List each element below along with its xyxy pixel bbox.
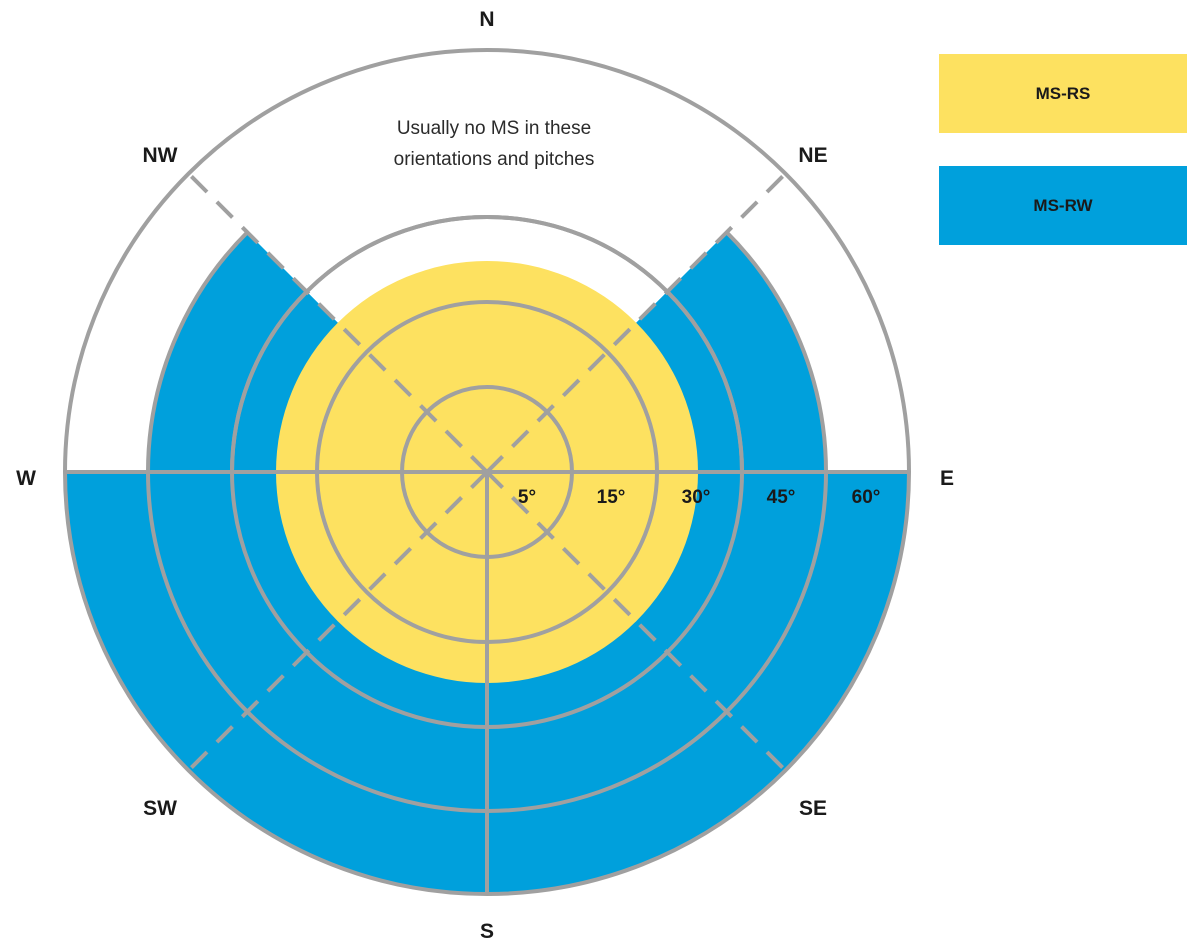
- note-line-1: Usually no MS in these: [397, 118, 591, 139]
- ring-45-upper-left: [146, 230, 249, 473]
- compass-nw: NW: [143, 144, 178, 167]
- compass-se: SE: [799, 797, 827, 820]
- legend-ms-rs: MS-RS: [939, 54, 1187, 133]
- compass-w: W: [16, 467, 36, 490]
- pitch-label-30: 30°: [682, 487, 711, 508]
- ring-45-upper-right: [725, 230, 828, 473]
- legend-ms-rw-label: MS-RW: [1033, 195, 1093, 215]
- legend-ms-rs-label: MS-RS: [1035, 83, 1091, 103]
- compass-ne: NE: [798, 144, 827, 167]
- note-line-2: orientations and pitches: [394, 149, 595, 170]
- pitch-label-45: 45°: [767, 487, 796, 508]
- legend-ms-rw: MS-RW: [939, 166, 1187, 245]
- compass-sw: SW: [143, 797, 177, 820]
- pitch-label-60: 60°: [852, 487, 881, 508]
- pitch-label-15: 15°: [597, 487, 626, 508]
- compass-e: E: [940, 467, 954, 490]
- pitch-label-5: 5°: [518, 487, 536, 508]
- compass-s: S: [480, 920, 494, 943]
- compass-n: N: [479, 8, 494, 31]
